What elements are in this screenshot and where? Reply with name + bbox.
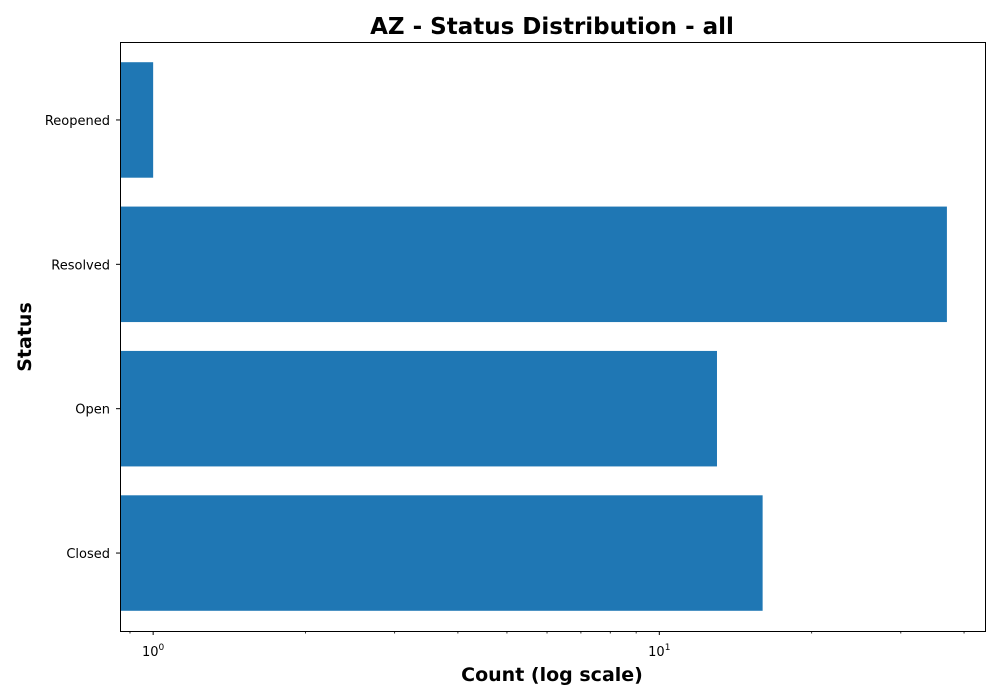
bar-closed [120,495,763,611]
x-tick-label: 101 [648,643,670,660]
bar-reopened [120,62,154,178]
x-axis-ticks: 100 101 [129,631,965,660]
y-axis-ticks: Closed Open Resolved Reopened [45,114,120,562]
plot-frame [120,42,986,632]
chart-title: AZ - Status Distribution - all [370,14,734,40]
y-tick-label-reopened: Reopened [45,114,110,129]
x-tick-label: 100 [142,643,165,660]
y-axis-label: Status [14,302,36,372]
bar-resolved [120,206,947,323]
y-tick-label-closed: Closed [66,547,110,562]
bar-open [120,350,717,467]
bars-group [120,62,947,611]
x-axis-label: Count (log scale) [461,664,643,686]
y-tick-label-open: Open [75,403,110,418]
y-tick-label-resolved: Resolved [51,258,110,273]
